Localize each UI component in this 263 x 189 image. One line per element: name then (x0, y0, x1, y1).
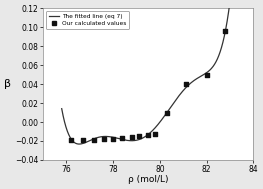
Y-axis label: β: β (4, 79, 11, 89)
Point (92, 139, 97, 142)
Point (165, 111, 169, 114)
Point (81, 139, 85, 142)
Legend: The fitted line (eq 7), Our calculated values: The fitted line (eq 7), Our calculated v… (46, 11, 129, 29)
Point (69, 139, 73, 142)
Point (111, 138, 115, 141)
Point (120, 137, 125, 140)
X-axis label: ρ (mol/L): ρ (mol/L) (128, 175, 168, 184)
Point (184, 83, 188, 86)
Point (146, 134, 150, 137)
Point (205, 73, 209, 76)
Point (153, 133, 157, 136)
Point (137, 135, 141, 138)
Point (130, 136, 134, 139)
Point (223, 29, 227, 33)
Point (102, 138, 106, 141)
